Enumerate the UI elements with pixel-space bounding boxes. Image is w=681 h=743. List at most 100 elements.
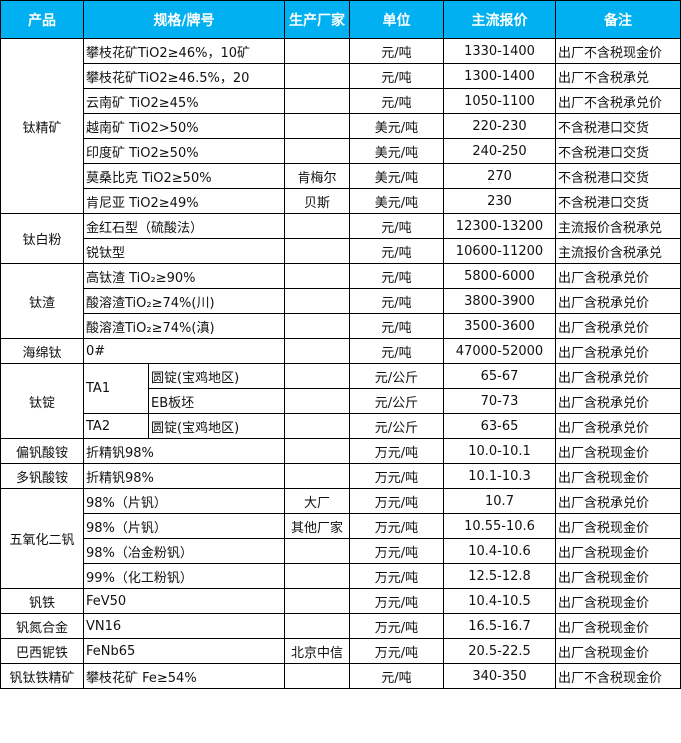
table-row: 偏钒酸铵 折精钒98% 万元/吨 10.0-10.1 出厂含税现金价 [0,438,681,464]
spec-cell: 折精钒98% [83,438,285,464]
unit-cell: 元/吨 [349,288,444,314]
price-cell: 10.0-10.1 [443,438,556,464]
note-cell: 出厂含税承兑价 [555,263,681,289]
maker-cell [284,63,350,89]
spec-cell: 99%（化工粉钒） [83,563,285,589]
table-row: 99%（化工粉钒） 万元/吨 12.5-12.8 出厂含税现金价 [1,563,681,589]
spec-cell: 圆锭(宝鸡地区) [148,363,285,389]
table-row: 印度矿 TiO2≥50% 美元/吨 240-250 不含税港口交货 [1,138,681,164]
maker-cell [284,338,350,364]
maker-cell [284,288,350,314]
table-row: 攀枝花矿TiO2≥46.5%，20 元/吨 1300-1400 出厂不含税承兑 [1,63,681,89]
note-cell: 出厂含税现金价 [555,538,681,564]
note-cell: 出厂含税现金价 [555,563,681,589]
header-spec: 规格/牌号 [83,0,285,39]
table-row: 巴西铌铁 FeNb65 北京中信 万元/吨 20.5-22.5 出厂含税现金价 [0,638,681,664]
note-cell: 不含税港口交货 [555,138,681,164]
maker-cell [284,663,350,689]
table-row: 钒氮合金 VN16 万元/吨 16.5-16.7 出厂含税现金价 [0,613,681,639]
price-cell: 12300-13200 [443,213,556,239]
spec-cell: 肯尼亚 TiO2≥49% [83,188,285,214]
table-row: 酸溶渣TiO₂≥74%(川) 元/吨 3800-3900 出厂含税承兑价 [1,288,681,314]
unit-cell: 万元/吨 [349,463,444,489]
header-price: 主流报价 [443,0,556,39]
maker-cell [284,88,350,114]
note-cell: 出厂含税现金价 [555,463,681,489]
unit-cell: 万元/吨 [349,538,444,564]
maker-cell: 大厂 [284,488,350,514]
header-note: 备注 [555,0,681,39]
table-row: 莫桑比克 TiO2≥50% 肯梅尔 美元/吨 270 不含税港口交货 [1,163,681,189]
product-cell: 钛渣 [0,263,84,339]
header-unit: 单位 [349,0,444,39]
spec-cell: 攀枝花矿TiO2≥46%，10矿 [83,38,285,64]
table-row: TA2 圆锭(宝鸡地区) 元/公斤 63-65 出厂含税承兑价 [1,413,681,439]
note-cell: 出厂含税承兑价 [555,313,681,339]
unit-cell: 万元/吨 [349,563,444,589]
header-maker: 生产厂家 [284,0,350,39]
unit-cell: 万元/吨 [349,638,444,664]
note-cell: 出厂含税承兑价 [555,388,681,414]
product-cell: 钒钛铁精矿 [0,663,84,689]
table-row: 酸溶渣TiO₂≥74%(滇) 元/吨 3500-3600 出厂含税承兑价 [1,313,681,339]
spec-cell: 锐钛型 [83,238,285,264]
maker-cell: 北京中信 [284,638,350,664]
unit-cell: 元/吨 [349,88,444,114]
product-cell: 海绵钛 [0,338,84,364]
unit-cell: 元/公斤 [349,413,444,439]
price-cell: 70-73 [443,388,556,414]
unit-cell: 元/公斤 [349,363,444,389]
price-cell: 65-67 [443,363,556,389]
spec-cell: FeNb65 [83,638,285,664]
price-cell: 1050-1100 [443,88,556,114]
table-row: 钛精矿 攀枝花矿TiO2≥46%，10矿 元/吨 1330-1400 出厂不含税现金价 [0,38,681,214]
note-cell: 出厂不含税承兑价 [555,88,681,114]
note-cell: 出厂含税承兑价 [555,338,681,364]
price-cell: 1300-1400 [443,63,556,89]
unit-cell: 美元/吨 [349,188,444,214]
note-cell: 出厂不含税现金价 [555,38,681,64]
table-row: 越南矿 TiO2>50% 美元/吨 220-230 不含税港口交货 [1,113,681,139]
maker-cell [284,563,350,589]
unit-cell: 美元/吨 [349,138,444,164]
maker-cell [284,613,350,639]
spec-cell: 印度矿 TiO2≥50% [83,138,285,164]
spec-cell: 圆锭(宝鸡地区) [148,413,285,439]
spec-cell: EB板坯 [148,388,285,414]
note-cell: 出厂含税承兑价 [555,288,681,314]
note-cell: 主流报价含税承兑 [555,213,681,239]
unit-cell: 元/吨 [349,663,444,689]
note-cell: 出厂含税现金价 [555,438,681,464]
maker-cell: 其他厂家 [284,513,350,539]
note-cell: 出厂含税现金价 [555,513,681,539]
note-cell: 不含税港口交货 [555,113,681,139]
maker-cell [284,138,350,164]
product-cell: 钛锭 [0,363,84,439]
maker-cell [284,388,350,414]
price-cell: 340-350 [443,663,556,689]
unit-cell: 万元/吨 [349,588,444,614]
note-cell: 出厂含税现金价 [555,613,681,639]
unit-cell: 万元/吨 [349,513,444,539]
unit-cell: 美元/吨 [349,163,444,189]
product-cell: 钛白粉 [0,213,84,264]
maker-cell [284,213,350,239]
table-row: 98%（片钒） 其他厂家 万元/吨 10.55-10.6 出厂含税现金价 [1,513,681,539]
note-cell: 出厂含税承兑价 [555,488,681,514]
maker-cell [284,363,350,389]
price-cell: 63-65 [443,413,556,439]
maker-cell: 贝斯 [284,188,350,214]
note-cell: 不含税港口交货 [555,163,681,189]
maker-cell [284,113,350,139]
maker-cell [284,463,350,489]
unit-cell: 元/吨 [349,313,444,339]
spec-cell: 折精钒98% [83,463,285,489]
grade-cell: TA1 [83,363,149,414]
note-cell: 出厂不含税承兑 [555,63,681,89]
spec-cell: 攀枝花矿TiO2≥46.5%，20 [83,63,285,89]
product-cell: 钒氮合金 [0,613,84,639]
table-row: 钒钛铁精矿 攀枝花矿 Fe≥54% 元/吨 340-350 出厂不含税现金价 [0,663,681,689]
spec-cell: 0# [83,338,285,364]
table-row: 肯尼亚 TiO2≥49% 贝斯 美元/吨 230 不含税港口交货 [1,188,681,214]
header-row: 产品 规格/牌号 生产厂家 单位 主流报价 备注 [0,0,681,39]
